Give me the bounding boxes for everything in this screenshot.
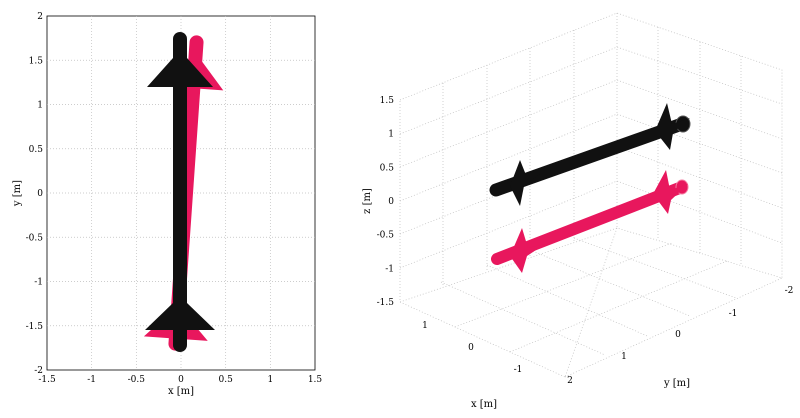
y-tick-label: 2 [567,376,573,386]
y-tick-label: -2 [785,286,794,296]
y-tick-label: -0.5 [26,233,44,243]
y-tick-label: 1.5 [29,56,44,66]
box-frame [399,12,783,378]
z-tick-label: -0.5 [377,231,395,241]
y-axis-label: y [m] [663,378,690,389]
y-tick-label: -1.5 [26,322,44,332]
z-tick-label: 0 [388,197,394,207]
x-tick-label: 0.5 [219,375,234,385]
z-tick-label: 1 [388,130,394,140]
z-axis-label: z [m] [362,188,373,214]
z-tick-label: 0.5 [380,163,395,173]
rocket-fins-front [147,58,213,87]
x-tick-label: 1 [267,375,273,385]
x-tick-label: 1 [422,321,428,331]
y-tick-label: -2 [34,366,43,376]
x-tick-labels: -1.5 -1 -0.5 0 0.5 1 1.5 [38,375,322,385]
3d-view-plot: -1.5 -1 -0.5 0 0.5 1 1.5 1 0 -1 2 1 0 -1 -2 z [m] x … [362,12,793,410]
z-tick-label: -1.5 [377,298,395,308]
y-tick-label: 0 [675,330,681,340]
x-tick-label: -1.5 [38,375,56,385]
rocket-fins-rear [653,170,688,214]
z-tick-labels: -1.5 -1 -0.5 0 0.5 1 1.5 [377,96,395,308]
rocket-fins-front [510,228,545,273]
y-tick-labels: 2 1 0 -1 -2 [567,286,793,386]
x-axis-label: x [m] [168,386,194,397]
x-tick-label: -1 [87,375,96,385]
x-tick-label: 1.5 [308,375,323,385]
x-axis-label: x [m] [471,399,497,410]
rocket-fins-rear [655,103,690,150]
pink-rocket-3d [491,170,689,273]
y-tick-label: -1 [34,278,43,288]
y-tick-label: 0 [37,189,43,199]
rocket-body [491,181,688,265]
y-tick-label: -1 [729,309,738,319]
y-tick-label: 2 [37,12,43,22]
y-tick-label: 1 [37,101,43,111]
top-view-plot: -1.5 -1 -0.5 0 0.5 1 1.5 -2-1.5-1-0.500.511.52… [12,12,322,397]
y-tick-labels: -2 -1.5 -1 -0.5 0 0.5 1 1.5 2 [26,12,44,376]
y-tick-label: 0.5 [29,145,44,155]
rocket-body [173,32,187,352]
x-tick-label: -1 [514,365,523,375]
black-rocket-3d [489,103,691,206]
black-rocket [145,32,215,352]
z-tick-label: 1.5 [380,96,395,106]
x-tick-label: 0 [468,343,474,353]
rocket-fins-front [510,160,540,206]
z-tick-label: -1 [385,264,394,274]
rocket-fins-rear [145,303,215,330]
y-tick-label: 1 [621,352,627,362]
y-axis-label: y [m] [12,180,23,207]
x-tick-label: -0.5 [128,375,146,385]
x-tick-labels: 1 0 -1 [422,321,522,375]
x-tick-label: 0 [178,375,184,385]
